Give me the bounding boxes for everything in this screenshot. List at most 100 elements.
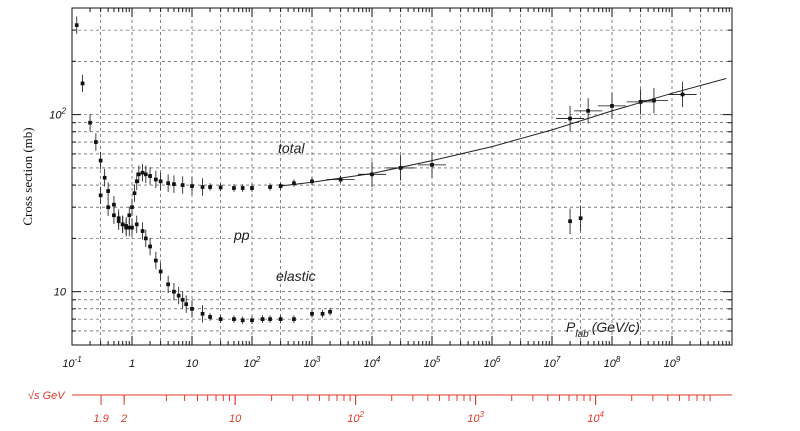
data-point: [190, 307, 194, 311]
data-point: [268, 185, 272, 189]
grid: [72, 8, 732, 345]
y-tick-label: 102: [49, 107, 66, 122]
data-point: [680, 92, 685, 97]
x-tick-label: 10: [186, 358, 199, 370]
sqrt-s-tick-label: 10: [229, 413, 242, 425]
x-tick-label: 106: [484, 355, 501, 370]
data-point: [102, 175, 107, 180]
data-point: [130, 205, 134, 210]
y-ticks: [72, 7, 732, 346]
x-ticks: [71, 8, 730, 345]
data-point: [158, 269, 163, 274]
data-point: [578, 216, 583, 221]
data-point: [218, 185, 223, 190]
data-point: [98, 158, 103, 163]
data-point: [136, 172, 141, 177]
data-point: [268, 317, 272, 321]
data-point: [652, 98, 656, 103]
data-point: [320, 311, 325, 316]
data-point: [134, 222, 139, 227]
data-point: [200, 311, 205, 316]
series-total: [74, 16, 697, 237]
data-point: [240, 186, 245, 190]
data-point: [292, 181, 296, 186]
data-point: [130, 225, 134, 230]
sqrt-s-tick-label: 104: [587, 410, 604, 425]
label-pp: pp: [233, 227, 250, 243]
data-point: [116, 219, 121, 224]
data-point: [106, 205, 110, 210]
data-point: [112, 213, 116, 218]
x-tick-label: 1: [129, 358, 135, 370]
data-point: [148, 174, 152, 178]
data-point: [154, 258, 158, 263]
fit-curve: [280, 78, 727, 187]
x-tick-label: 109: [664, 355, 681, 370]
data-point: [430, 163, 434, 167]
data-point: [94, 140, 98, 144]
label-elastic: elastic: [276, 268, 316, 284]
data-point: [250, 186, 254, 190]
data-point: [134, 179, 139, 184]
data-point: [180, 183, 185, 187]
data-point: [184, 302, 189, 307]
y-axis-title: Cross section (mb): [20, 127, 35, 225]
data-point: [208, 185, 212, 189]
label-plab: Plab (GeV/c): [566, 319, 640, 340]
data-point: [278, 317, 283, 321]
data-point: [310, 179, 314, 184]
data-point: [172, 289, 176, 294]
data-point: [106, 189, 110, 193]
data-point: [310, 311, 314, 316]
data-point: [140, 170, 145, 175]
data-point: [127, 213, 132, 218]
data-point: [120, 222, 125, 227]
data-point: [166, 181, 170, 186]
data-point: [278, 184, 283, 188]
data-point: [232, 186, 236, 190]
data-point: [338, 177, 343, 182]
data-point: [140, 229, 145, 233]
plot-frame: [71, 7, 733, 346]
data-point: [328, 309, 332, 314]
data-point: [398, 166, 403, 170]
sqrt-s-axis-title: √s GeV: [28, 390, 66, 402]
data-point: [260, 317, 265, 321]
data-point: [292, 317, 296, 321]
data-point: [132, 191, 137, 196]
data-point: [148, 244, 152, 249]
data-point: [180, 297, 185, 302]
data-point: [158, 179, 163, 184]
sqrt-s-tick-label: 103: [467, 410, 484, 425]
series-elastic: [98, 186, 583, 324]
x-tick-label: 10-1: [62, 355, 81, 370]
data-point: [586, 109, 590, 113]
data-point: [176, 293, 181, 298]
data-point: [154, 177, 158, 182]
data-point: [568, 219, 572, 224]
sqrt-s-tick-label: 2: [120, 413, 127, 425]
x-tick-label: 107: [544, 355, 561, 370]
data-point: [200, 185, 205, 189]
data-point: [98, 193, 103, 198]
data-point: [218, 317, 223, 321]
data-point: [143, 236, 148, 241]
x-tick-label: 103: [304, 355, 321, 370]
data-point: [112, 202, 116, 207]
data-point: [124, 224, 129, 228]
x-tick-label: 105: [424, 355, 441, 370]
sqrt-s-tick-label: 1.9: [93, 413, 108, 425]
y-tick-label: 10: [54, 287, 67, 299]
sqrt-s-axis: [72, 394, 732, 405]
data-point: [74, 23, 79, 28]
data-point: [250, 318, 254, 323]
data-point: [240, 318, 245, 323]
x-tick-label: 104: [364, 355, 381, 370]
x-tick-label: 108: [604, 355, 621, 370]
data-point: [208, 315, 212, 319]
data-point: [232, 317, 236, 321]
label-total: total: [278, 140, 305, 156]
data-point: [568, 116, 572, 121]
data-point: [143, 172, 148, 177]
